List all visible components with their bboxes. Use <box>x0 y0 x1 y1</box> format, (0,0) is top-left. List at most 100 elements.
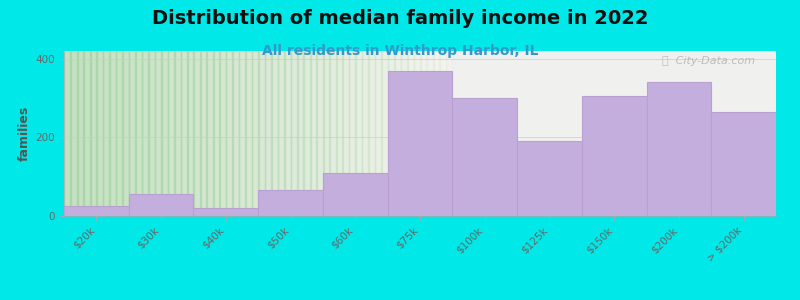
Bar <box>388 70 452 216</box>
Bar <box>407 51 414 216</box>
Bar <box>446 51 453 216</box>
Bar <box>401 51 408 216</box>
Bar <box>129 51 136 216</box>
Bar <box>161 51 168 216</box>
Bar <box>213 51 220 216</box>
Bar <box>394 51 402 216</box>
Bar <box>167 51 174 216</box>
Bar <box>238 51 246 216</box>
Bar <box>252 51 259 216</box>
Bar <box>420 51 427 216</box>
Bar <box>646 82 711 216</box>
Bar <box>388 51 394 216</box>
Bar <box>167 51 174 216</box>
Bar <box>96 51 103 216</box>
Bar <box>355 51 362 216</box>
Bar <box>116 51 123 216</box>
Bar <box>323 51 330 216</box>
Bar <box>103 51 110 216</box>
Bar <box>103 51 110 216</box>
Bar <box>414 51 421 216</box>
Bar <box>582 96 646 216</box>
Bar <box>110 51 117 216</box>
Bar <box>284 51 291 216</box>
Bar <box>77 51 84 216</box>
Bar <box>154 51 162 216</box>
Bar <box>317 51 323 216</box>
Bar <box>330 51 337 216</box>
Bar <box>252 51 259 216</box>
Bar <box>374 51 382 216</box>
Bar <box>290 51 298 216</box>
Bar <box>433 51 440 216</box>
Bar <box>271 51 278 216</box>
Bar <box>142 51 149 216</box>
Bar <box>381 51 388 216</box>
Bar <box>148 51 155 216</box>
Bar <box>374 51 382 216</box>
Bar <box>446 51 453 216</box>
Bar <box>258 190 323 216</box>
Bar <box>181 51 188 216</box>
Bar <box>122 51 130 216</box>
Text: All residents in Winthrop Harbor, IL: All residents in Winthrop Harbor, IL <box>262 44 538 58</box>
Bar <box>232 51 239 216</box>
Bar <box>284 51 291 216</box>
Bar <box>317 51 323 216</box>
Text: ⓘ  City-Data.com: ⓘ City-Data.com <box>662 56 754 66</box>
Bar <box>452 51 800 216</box>
Bar <box>219 51 226 216</box>
Bar <box>213 51 220 216</box>
Bar <box>439 51 446 216</box>
Bar <box>258 51 266 216</box>
Bar <box>388 51 394 216</box>
Bar <box>96 51 103 216</box>
Bar <box>265 51 272 216</box>
Bar <box>194 51 201 216</box>
Bar <box>246 51 252 216</box>
Bar <box>135 51 142 216</box>
Bar <box>303 51 310 216</box>
Bar <box>258 51 266 216</box>
Bar <box>154 51 162 216</box>
Bar <box>426 51 434 216</box>
Bar <box>342 51 350 216</box>
Bar <box>297 51 304 216</box>
Bar <box>452 98 517 216</box>
Bar <box>83 51 90 216</box>
Bar <box>330 51 337 216</box>
Bar <box>226 51 233 216</box>
Bar <box>174 51 181 216</box>
Bar <box>64 51 71 216</box>
Bar <box>349 51 356 216</box>
Bar <box>83 51 90 216</box>
Bar <box>336 51 343 216</box>
Bar <box>70 51 78 216</box>
Bar <box>122 51 130 216</box>
Bar <box>407 51 414 216</box>
Bar <box>238 51 246 216</box>
Bar <box>187 51 194 216</box>
Bar <box>278 51 285 216</box>
Bar <box>414 51 421 216</box>
Bar <box>711 112 776 216</box>
Bar <box>349 51 356 216</box>
Bar <box>362 51 369 216</box>
Bar <box>246 51 252 216</box>
Bar <box>129 194 194 216</box>
Bar <box>303 51 310 216</box>
Bar <box>232 51 239 216</box>
Bar <box>90 51 97 216</box>
Bar <box>219 51 226 216</box>
Bar <box>77 51 84 216</box>
Bar <box>401 51 408 216</box>
Text: Distribution of median family income in 2022: Distribution of median family income in … <box>152 9 648 28</box>
Bar <box>200 51 207 216</box>
Bar <box>200 51 207 216</box>
Bar <box>187 51 194 216</box>
Bar <box>426 51 434 216</box>
Bar <box>110 51 117 216</box>
Bar <box>433 51 440 216</box>
Bar <box>336 51 343 216</box>
Bar <box>381 51 388 216</box>
